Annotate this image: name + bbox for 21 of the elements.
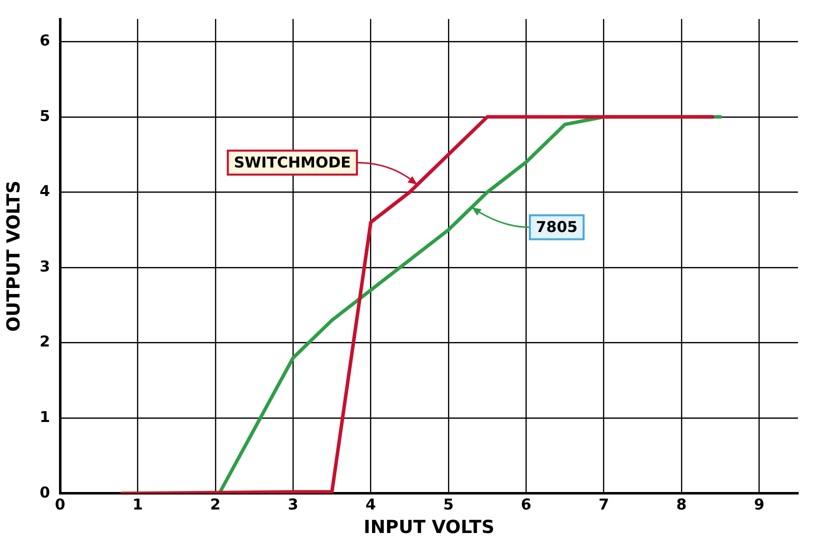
y-tick-label: 3	[40, 257, 50, 276]
annotation: 7805	[536, 218, 578, 236]
y-tick-label: 4	[40, 182, 50, 200]
y-tick-label: 6	[40, 31, 50, 50]
x-tick-label: 4	[366, 495, 376, 514]
y-axis-title: OUTPUT VOLTS	[3, 180, 24, 332]
y-tick-label: 5	[40, 106, 50, 125]
x-tick-label: 1	[132, 495, 143, 514]
x-tick-label: 9	[754, 495, 764, 514]
x-tick-label: 0	[54, 495, 66, 514]
y-tick-label: 1	[40, 408, 50, 426]
x-tick-label: 6	[520, 495, 532, 514]
x-axis-title: INPUT VOLTS	[364, 516, 494, 538]
x-tick-label: 5	[443, 495, 454, 514]
y-tick-label: 0	[40, 483, 50, 502]
x-tick-label: 7	[598, 495, 610, 514]
x-tick-label: 8	[676, 495, 687, 514]
annotation: SWITCHMODE	[234, 154, 351, 172]
y-tick-label: 2	[40, 332, 50, 351]
x-tick-label: 3	[288, 495, 298, 514]
x-tick-label: 2	[210, 495, 221, 514]
